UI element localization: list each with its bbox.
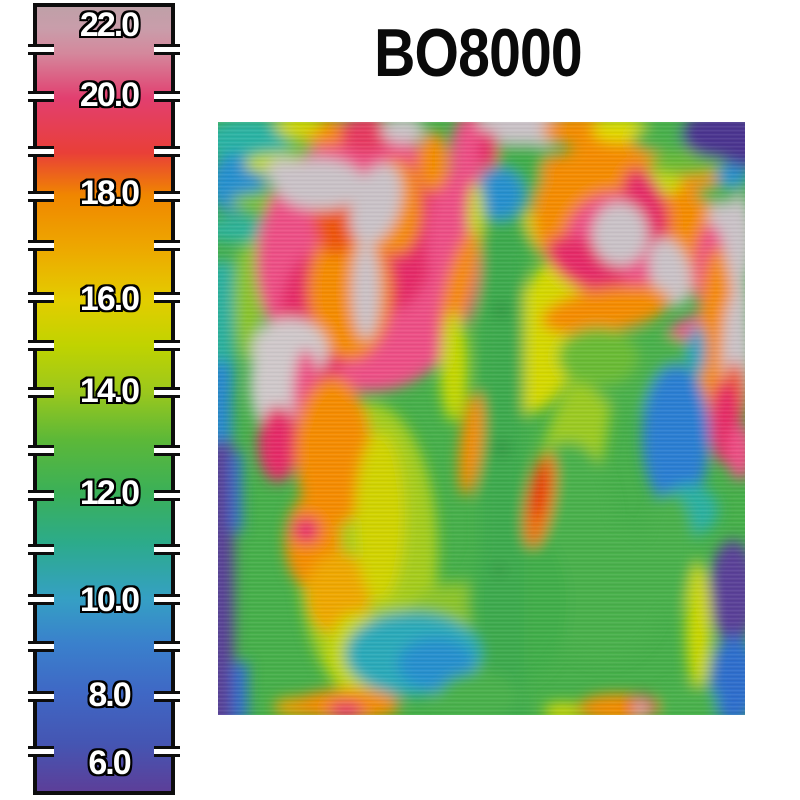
colorbar-right-tick [154,191,180,202]
colorbar-label: 20.0 [79,76,140,114]
colorbar-right-tick [154,240,180,251]
colorbar-right-tick [154,594,180,605]
colorbar-left-tick [28,91,54,102]
thermal-blobs [218,122,745,715]
colorbar-label: 8.0 [88,676,131,714]
colorbar-right-tick [154,746,180,757]
colorbar-right-tick [154,292,180,303]
colorbar-left-tick [28,746,54,757]
colorbar-left-tick [28,691,54,702]
thermogram-graphic [218,122,745,715]
colorbar-right-tick [154,641,180,652]
colorbar-right-tick [154,387,180,398]
thermal-image [218,122,745,715]
colorbar-label: 10.0 [79,581,140,619]
colorbar-label: 6.0 [88,744,131,782]
colorbar-right-tick [154,691,180,702]
colorbar-right-tick [154,544,180,555]
temperature-colorbar: 22.0 20.0 18.0 16.0 14.0 12.0 10.0 8.0 6.0 [28,3,180,795]
colorbar-label: 16.0 [79,280,140,318]
colorbar-right-tick [154,91,180,102]
colorbar-right-tick [154,340,180,351]
colorbar-right-tick [154,146,180,157]
colorbar-left-tick [28,641,54,652]
colorbar-left-tick [28,44,54,55]
colorbar-label: 22.0 [79,6,140,44]
colorbar-right-tick [154,490,180,501]
figure-title: BO8000 [374,15,583,91]
colorbar-gradient [33,3,175,795]
colorbar-left-tick [28,191,54,202]
colorbar-label: 12.0 [79,474,140,512]
colorbar-right-tick [154,445,180,456]
colorbar-left-tick [28,490,54,501]
colorbar-label: 18.0 [79,174,140,212]
colorbar-right-tick [154,44,180,55]
colorbar-left-tick [28,544,54,555]
colorbar-left-tick [28,594,54,605]
colorbar-left-tick [28,387,54,398]
colorbar-left-tick [28,292,54,303]
colorbar-left-tick [28,146,54,157]
colorbar-left-tick [28,445,54,456]
colorbar-left-tick [28,240,54,251]
colorbar-label: 14.0 [79,372,140,410]
colorbar-left-tick [28,340,54,351]
